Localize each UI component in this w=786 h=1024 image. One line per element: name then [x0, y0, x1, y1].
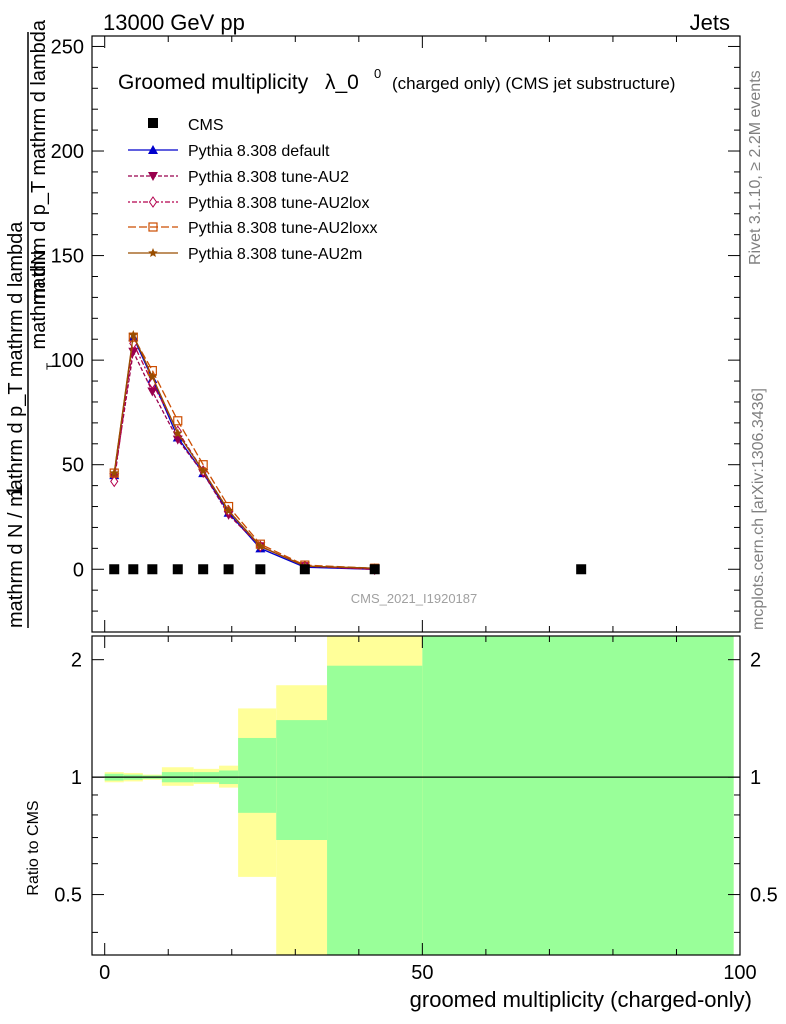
cms-point-5 — [223, 564, 234, 575]
legend-entry-2: Pythia 8.308 tune-AU2lox — [128, 195, 369, 212]
ylabel-denominator: mathrm d p_T mathrm d lambda — [28, 19, 50, 305]
legend-marker-1 — [148, 172, 158, 181]
ratio-stat-band-9 — [422, 636, 734, 955]
ratio-frame — [91, 635, 741, 956]
cms-data-layer — [109, 564, 587, 575]
main-y-axis-label: 1 mathrm d N / mathrm d p_T mathrm d lam… — [2, 19, 58, 628]
series-4-point-3 — [173, 428, 183, 438]
legend-label-1: Pythia 8.308 tune-AU2 — [188, 169, 349, 186]
main-ytick-label-0: 0 — [73, 559, 84, 581]
ratio-y-axis-label: Ratio to CMS — [25, 800, 42, 895]
cms-point-1 — [128, 564, 139, 575]
ylabel-bottom: mathrm d N / mathrm d p_T mathrm d lambd… — [5, 221, 27, 628]
series-4-point-1 — [128, 330, 138, 340]
cms-point-3 — [172, 564, 183, 575]
ratio-tick-label-1: 1 — [71, 767, 82, 789]
ylabel-numerator-text: mathrm dN — [28, 251, 50, 350]
main-ytick-label-1: 50 — [62, 455, 84, 477]
legend-label-2: Pythia 8.308 tune-AU2lox — [188, 195, 369, 212]
legend-label-4: Pythia 8.308 tune-AU2m — [188, 246, 362, 263]
ylabel-one: 1 — [2, 485, 27, 497]
legend-marker-cms — [148, 118, 158, 128]
series-4-point-4 — [198, 466, 208, 475]
header-left: 13000 GeV pp — [103, 10, 245, 35]
chart-title: Groomed multiplicity λ_0 0 (charged only… — [118, 66, 675, 94]
title-text: Groomed multiplicity — [118, 71, 309, 94]
series-line-3 — [113, 335, 375, 569]
x-tick-label-1: 50 — [411, 962, 433, 984]
legend-marker-3 — [148, 222, 158, 232]
legend-marker-4 — [148, 248, 158, 257]
legend-entry-4: Pythia 8.308 tune-AU2m — [128, 246, 362, 263]
header-right: Jets — [690, 10, 730, 35]
x-axis-label: groomed multiplicity (charged-only) — [410, 987, 752, 1012]
legend-entry-0: Pythia 8.308 default — [128, 143, 330, 160]
series-4-point-6 — [255, 541, 266, 551]
main-ytick-label-3: 150 — [51, 246, 84, 268]
cms-point-4 — [198, 564, 209, 575]
mcplots-label: mcplots.cern.ch [arXiv:1306.3436] — [750, 388, 767, 630]
ratio-tick-label-0: 0.5 — [54, 885, 82, 907]
legend-label-cms: CMS — [188, 117, 224, 134]
series-4-point-5 — [223, 505, 234, 515]
series-layer — [109, 330, 380, 576]
cms-point-8 — [369, 564, 380, 575]
ratio-stat-band-6 — [238, 737, 277, 813]
ratio-stat-band-8 — [327, 665, 423, 955]
cms-point-0 — [109, 564, 120, 575]
legend-entry-3: Pythia 8.308 tune-AU2loxx — [128, 220, 377, 237]
ratio-tick-label-right-1: 1 — [750, 767, 761, 789]
ratio-tick-label-right-0: 0.5 — [750, 885, 778, 907]
series-3 — [109, 332, 380, 573]
series-line-4 — [113, 332, 375, 569]
title-symbol: λ_0 — [325, 71, 359, 94]
legend-entry-cms: CMS — [148, 117, 224, 134]
series-0 — [109, 332, 380, 574]
legend-marker-0 — [148, 145, 158, 154]
x-tick-label-0: 0 — [99, 962, 110, 984]
legend-label-3: Pythia 8.308 tune-AU2loxx — [188, 220, 377, 237]
series-2-point-0 — [110, 475, 119, 488]
cms-point-9 — [576, 564, 587, 575]
main-ytick-label-2: 100 — [51, 350, 84, 372]
ratio-stat-band-7 — [276, 720, 328, 840]
legend: CMS Pythia 8.308 default Pythia 8.308 tu… — [128, 117, 377, 263]
legend-marker-2 — [148, 196, 158, 208]
main-frame — [91, 35, 741, 633]
ratio-tick-label-right-2: 2 — [750, 650, 761, 672]
legend-entry-1: Pythia 8.308 tune-AU2 — [128, 169, 349, 186]
cms-point-6 — [255, 564, 266, 575]
title-superscript: 0 — [374, 66, 381, 81]
ratio-tick-label-2: 2 — [71, 650, 82, 672]
legend-label-0: Pythia 8.308 default — [188, 143, 330, 160]
series-3-point-3 — [173, 416, 183, 426]
series-4-point-2 — [147, 371, 158, 381]
title-suffix: (charged only) (CMS jet substructure) — [392, 74, 675, 93]
cms-point-2 — [147, 564, 158, 575]
ylabel-subscript: T — [44, 362, 58, 370]
rivet-label: Rivet 3.1.10, ≥ 2.2M events — [747, 70, 764, 265]
ratio-bands — [104, 636, 734, 955]
cms-point-7 — [299, 564, 310, 575]
analysis-watermark: CMS_2021_I1920187 — [351, 591, 478, 606]
main-ytick-label-4: 200 — [51, 141, 84, 163]
x-tick-label-2: 100 — [723, 962, 756, 984]
axes-layer: 0 50 100 150 200 250 0 50 100 0.5 0.5 1 1 2 2 — [51, 35, 778, 984]
series-1-point-2 — [147, 387, 158, 397]
series-4-point-0 — [109, 468, 119, 478]
main-ytick-label-5: 250 — [51, 36, 84, 58]
